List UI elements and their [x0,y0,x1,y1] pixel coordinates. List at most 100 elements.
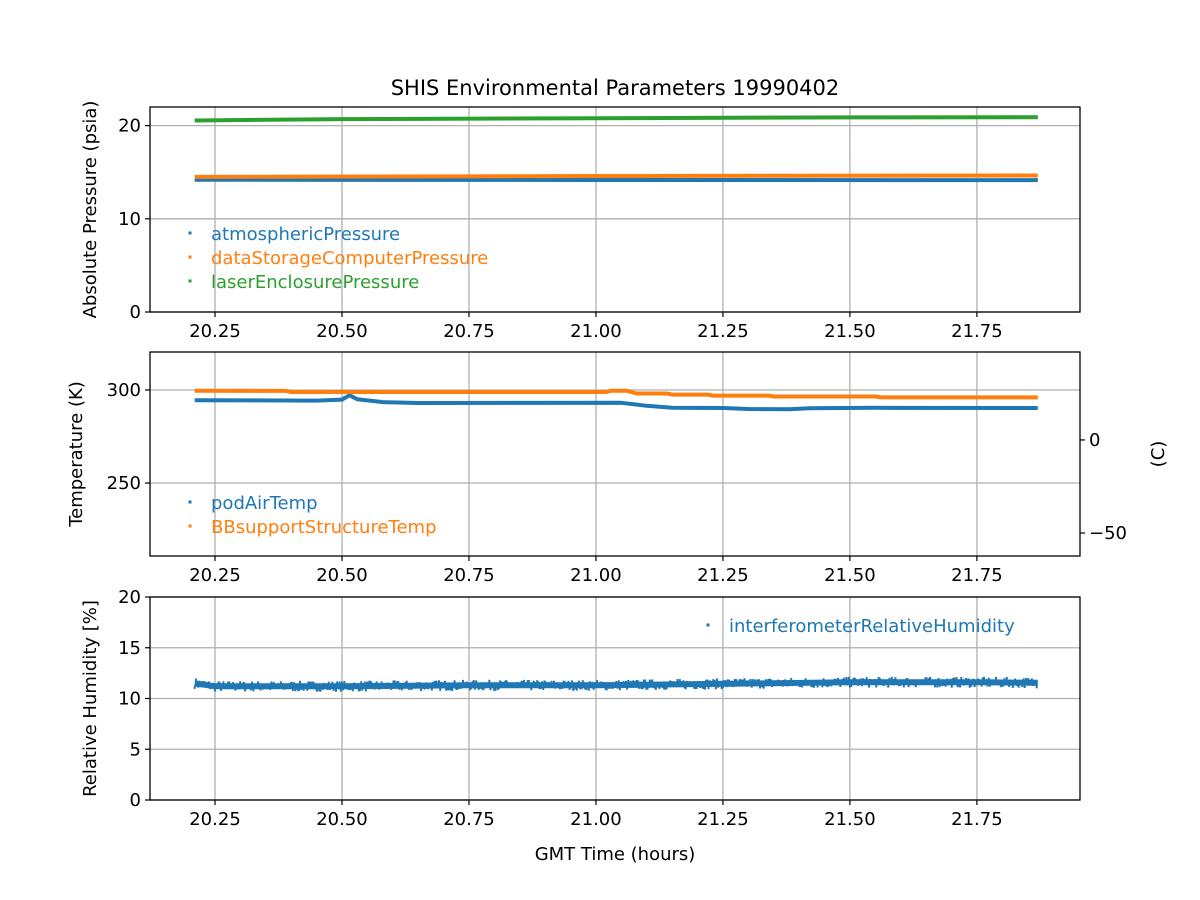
x-tick-label: 20.50 [316,565,368,586]
data-point [578,680,581,684]
data-point [706,679,709,683]
data-point [902,684,905,688]
data-point [430,687,433,691]
data-point [714,686,717,690]
data-point [489,687,492,691]
data-point [450,687,453,691]
data-point [694,686,697,690]
data-point [853,677,856,681]
data-point [331,681,334,685]
data-point [648,679,651,683]
x-tick-label: 21.75 [951,565,1003,586]
data-point [494,687,497,691]
x-tick-label: 21.25 [697,321,749,342]
data-point [968,684,971,688]
data-point [1017,684,1020,688]
data-point [839,683,842,687]
y-tick-label: 20 [118,116,141,137]
data-point [701,685,704,689]
data-point [1005,676,1008,680]
data-point [956,684,959,688]
data-point [568,686,571,690]
data-point [562,680,565,684]
data-point [364,688,367,692]
series-interferometerRelativeHumidity-line [194,679,1038,690]
data-point [999,684,1002,688]
x-tick-label: 21.50 [824,809,876,830]
legend-marker [188,500,192,504]
data-point [243,688,246,692]
legend-label: laserEnclosurePressure [211,272,419,293]
data-point [575,687,578,691]
data-point [678,679,681,683]
data-point [338,681,341,685]
x-tick-label: 20.25 [189,565,241,586]
y-tick-label: 0 [130,302,141,323]
data-point [307,681,310,685]
data-point [279,681,282,685]
data-point [702,686,705,690]
data-point [368,680,371,684]
data-point [790,677,793,681]
data-point [604,686,607,690]
data-point [315,688,318,692]
y-tick-label: 300 [107,380,141,401]
data-point [929,676,932,680]
data-point [252,688,255,692]
data-point [536,680,539,684]
x-tick-label: 21.75 [951,321,1003,342]
data-point [482,687,485,691]
data-point [812,684,815,688]
y-tick-label: 5 [130,739,141,760]
data-point [297,688,300,692]
legend-marker [188,255,192,259]
data-point [475,680,478,684]
data-point [712,679,715,683]
data-point [451,687,454,691]
data-point [845,677,848,681]
data-point [361,687,364,691]
data-point [995,676,998,680]
data-point [193,685,196,689]
data-point [438,680,441,684]
data-point [875,684,878,688]
data-point [294,688,297,692]
data-point [242,681,245,685]
x-tick-label: 21.00 [570,565,622,586]
axes-frame [149,351,1081,557]
data-point [309,681,312,685]
legend-label: BBsupportStructureTemp [211,517,437,538]
data-point [877,676,880,680]
data-point [496,687,499,691]
data-point [505,680,508,684]
data-point [220,687,223,691]
data-point [343,680,346,684]
data-point [592,686,595,690]
data-point [651,679,654,683]
data-point [983,676,986,680]
data-point [1027,678,1030,682]
data-point [720,686,723,690]
data-point [664,686,667,690]
data-point [626,686,629,690]
series-dataStorageComputerPressure-line [194,173,1038,179]
data-point [523,679,526,683]
x-tick-label: 20.50 [316,321,368,342]
axes-pressure: 20.25 20.50 20.75 21.00 21.25 21.50 21.75 0 10 20… [80,76,1081,342]
data-point [654,686,657,690]
data-point [375,681,378,685]
legend-label: atmosphericPressure [211,224,400,245]
data-point [299,680,302,684]
axes-humidity: 20.25 20.50 20.75 21.00 21.25 21.50 21.75 0 5 10 1… [80,587,1081,865]
data-point [499,680,502,684]
y2-axis-label: (C) [1148,441,1169,468]
x-tick-label: 21.25 [697,809,749,830]
data-point [405,680,408,684]
series-laserEnclosurePressure-line [194,115,1038,123]
data-point [397,680,400,684]
data-point [420,688,423,692]
legend-marker [706,623,710,627]
y-tick-label: 10 [118,689,141,710]
data-point [821,684,824,688]
